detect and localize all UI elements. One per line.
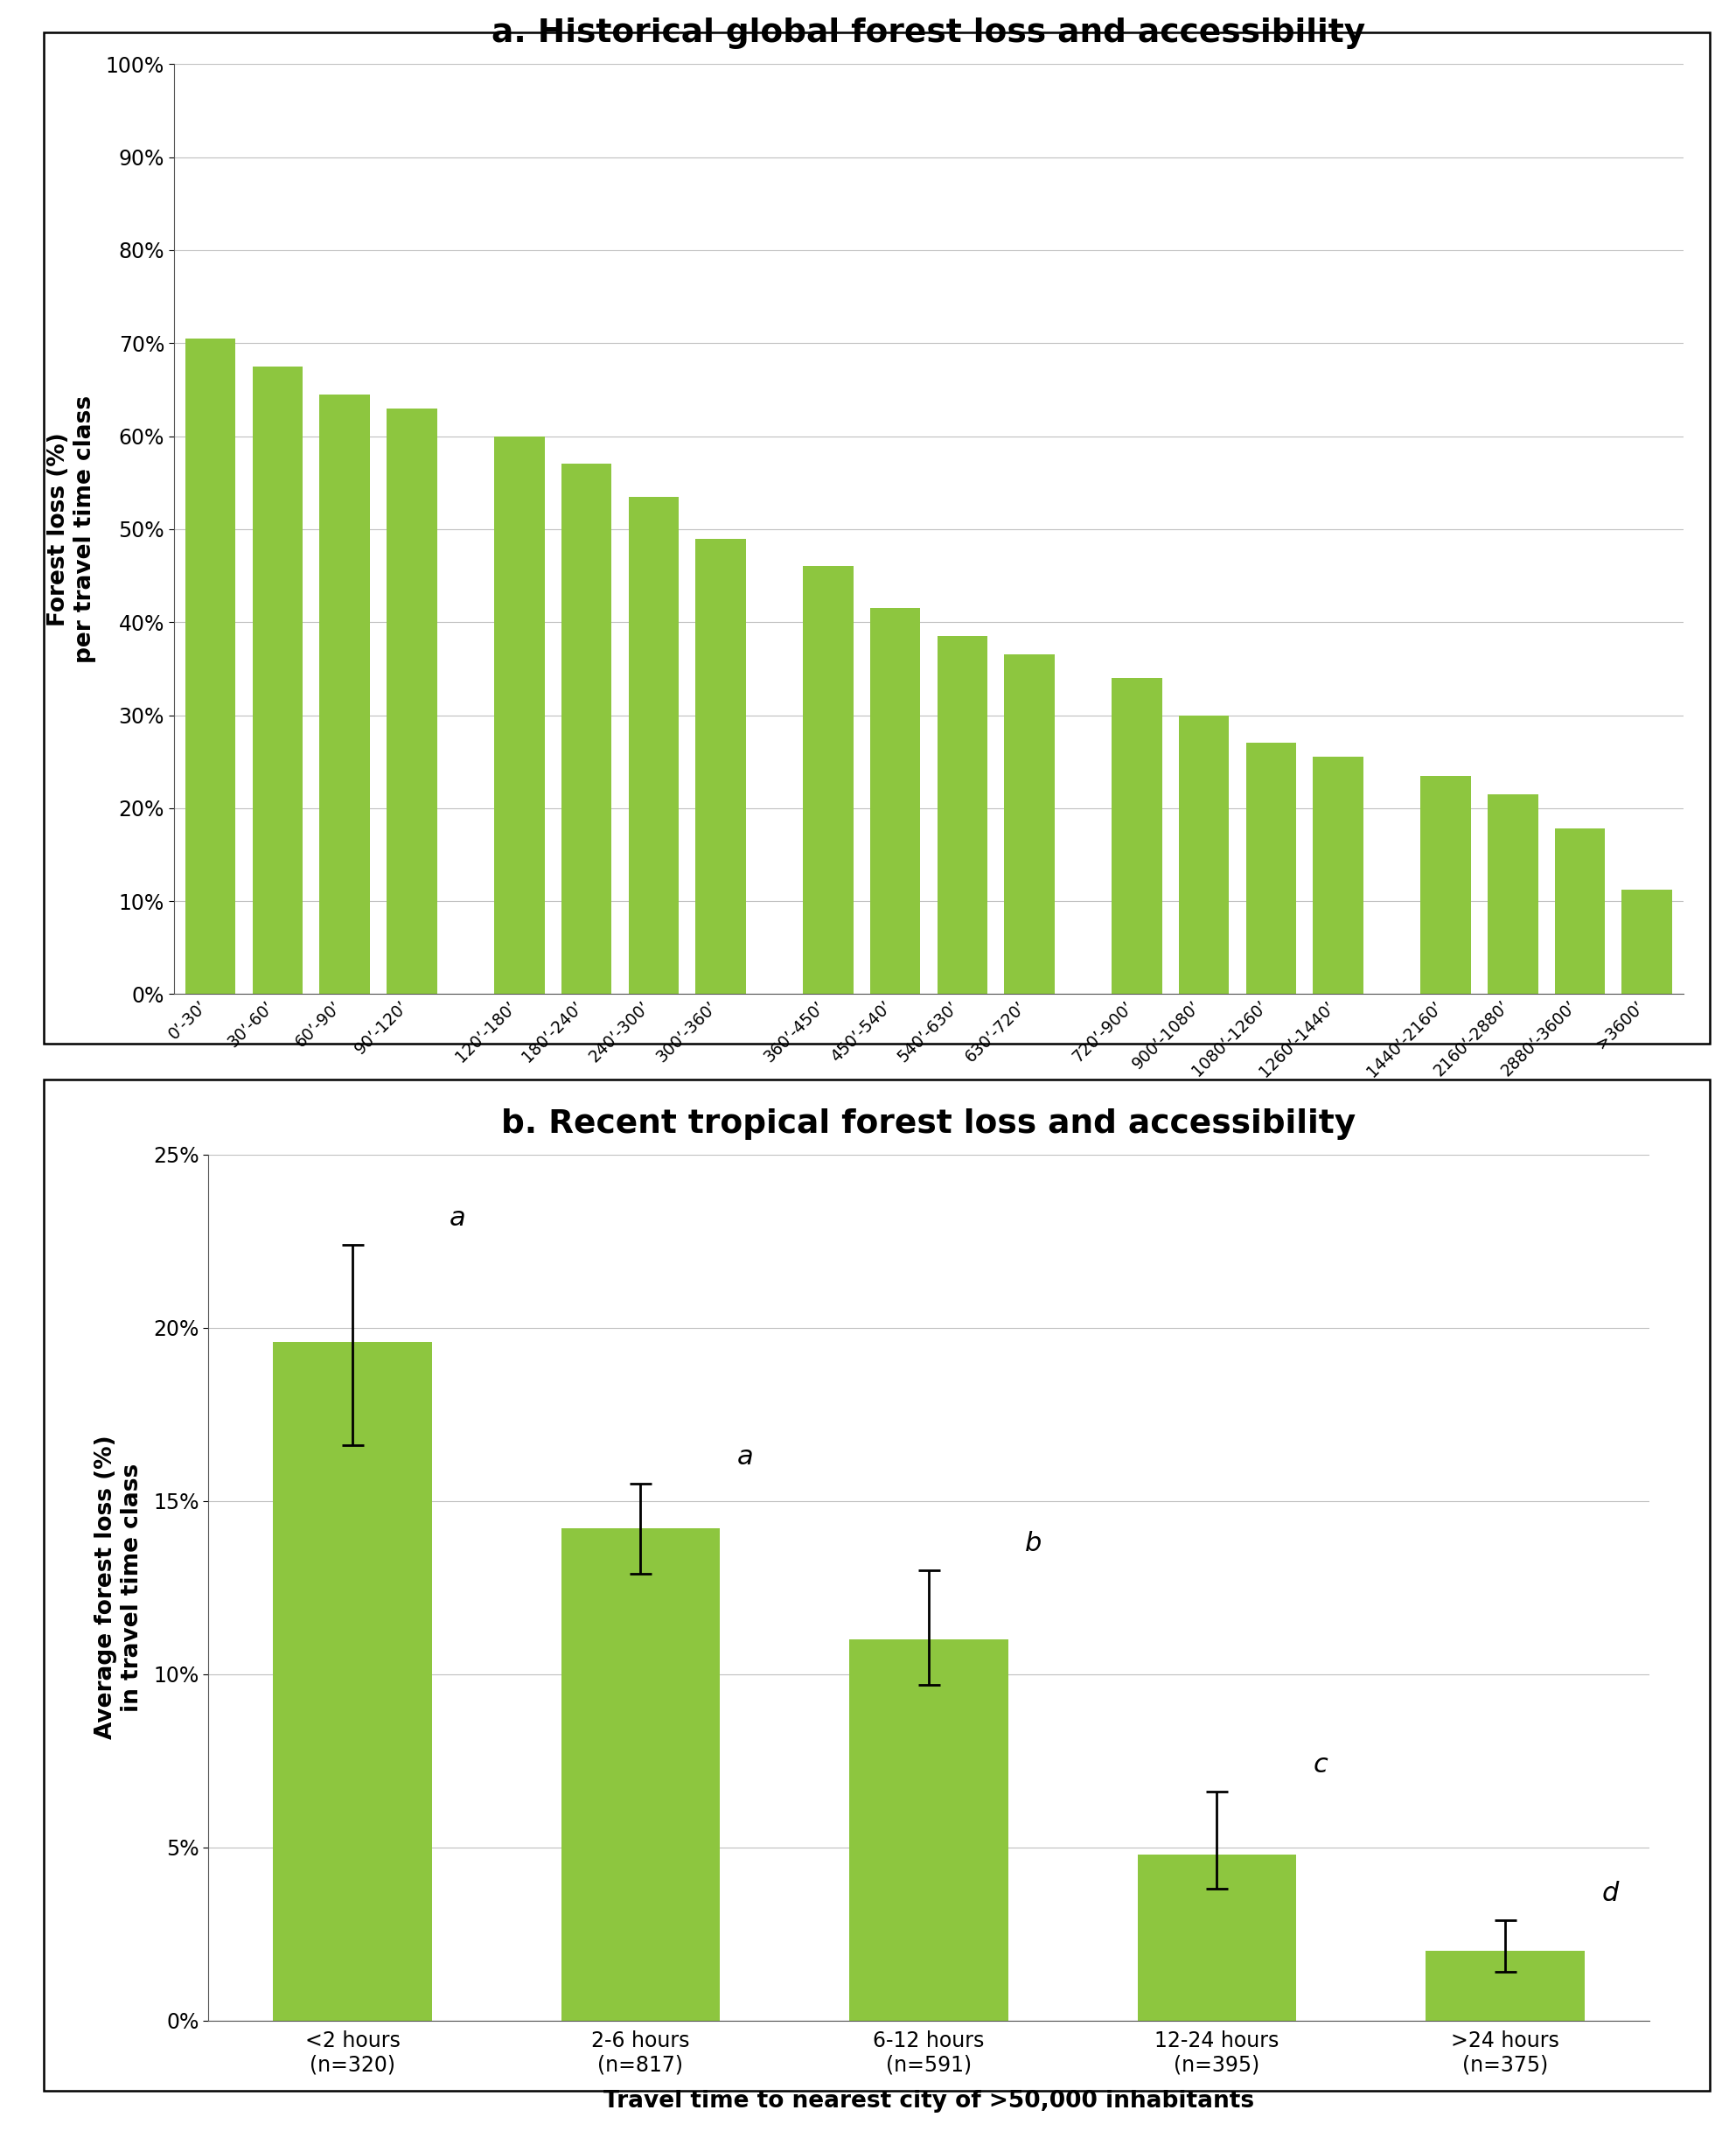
- Y-axis label: Average forest loss (%)
in travel time class: Average forest loss (%) in travel time c…: [94, 1435, 144, 1740]
- Bar: [387, 408, 437, 994]
- Bar: [802, 567, 854, 994]
- Bar: [628, 496, 679, 994]
- Bar: [1420, 776, 1470, 994]
- X-axis label: Travel time to nearest city of >50,000 inhabitants: Travel time to nearest city of >50,000 i…: [604, 2091, 1253, 2112]
- Bar: [186, 338, 236, 994]
- Bar: [1621, 889, 1672, 994]
- Text: 0-2 hours
(n=141760): 0-2 hours (n=141760): [248, 1272, 373, 1319]
- Bar: [495, 436, 545, 994]
- Bar: [319, 393, 370, 994]
- X-axis label: Travel time to nearest city of >50,000 inhabitants: Travel time to nearest city of >50,000 i…: [604, 1189, 1253, 1212]
- Bar: [937, 637, 988, 994]
- Bar: [561, 464, 611, 994]
- Bar: [1312, 757, 1363, 994]
- Text: a: a: [450, 1206, 465, 1231]
- Text: b: b: [1026, 1531, 1042, 1556]
- Text: 12-24 hours
(n=107527): 12-24 hours (n=107527): [1175, 1272, 1300, 1319]
- Bar: [1005, 654, 1055, 994]
- Bar: [273, 1341, 432, 2020]
- Text: >24 hours
(n=109053): >24 hours (n=109053): [1484, 1272, 1609, 1319]
- Bar: [252, 366, 302, 994]
- Text: c: c: [1314, 1753, 1328, 1779]
- Bar: [1488, 793, 1538, 994]
- Text: 2-6 hours
(n=219113): 2-6 hours (n=219113): [557, 1272, 682, 1319]
- Bar: [849, 1640, 1009, 2020]
- Bar: [1425, 1952, 1585, 2020]
- Bar: [1137, 1854, 1297, 2020]
- Title: a. Historical global forest loss and accessibility: a. Historical global forest loss and acc…: [491, 17, 1366, 49]
- Bar: [561, 1529, 720, 2020]
- Text: 6-12 hours
(n=132810): 6-12 hours (n=132810): [866, 1272, 991, 1319]
- Bar: [1179, 714, 1229, 994]
- Title: b. Recent tropical forest loss and accessibility: b. Recent tropical forest loss and acces…: [502, 1107, 1356, 1140]
- Bar: [1111, 678, 1161, 994]
- Text: a: a: [738, 1445, 753, 1469]
- Text: d: d: [1602, 1881, 1618, 1907]
- Bar: [696, 539, 746, 994]
- Bar: [1555, 830, 1606, 994]
- Bar: [870, 607, 920, 994]
- Bar: [1246, 744, 1297, 994]
- Y-axis label: Forest loss (%)
per travel time class: Forest loss (%) per travel time class: [47, 396, 95, 663]
